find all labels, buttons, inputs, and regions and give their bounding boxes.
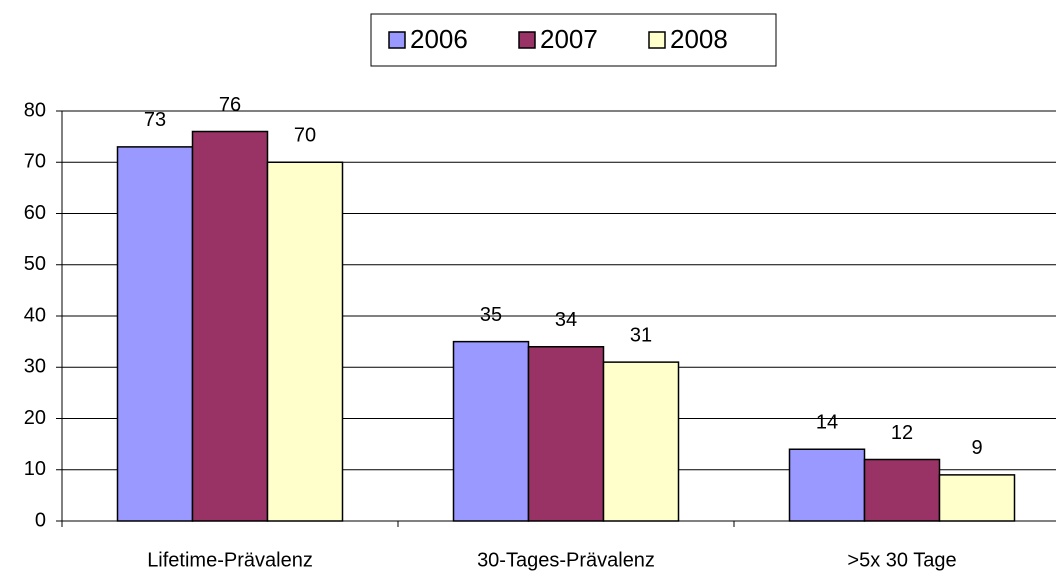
data-label: 35: [480, 304, 502, 326]
legend-swatch: [388, 31, 406, 49]
y-tick-label: 20: [24, 407, 46, 429]
y-tick-label: 60: [24, 202, 46, 224]
y-tick-label: 80: [24, 99, 46, 121]
data-label: 70: [294, 125, 316, 147]
legend-label: 2007: [540, 24, 598, 54]
bar: [788, 448, 866, 522]
y-tick-label: 40: [24, 304, 46, 326]
bar: [938, 474, 1016, 522]
data-label: 73: [144, 109, 166, 131]
legend-swatch: [518, 31, 536, 49]
legend-swatch: [648, 31, 666, 49]
bar: [452, 340, 530, 522]
bar: [602, 361, 680, 522]
bar: [266, 161, 344, 522]
y-tick-label: 10: [24, 458, 46, 480]
legend-label: 2006: [410, 24, 468, 54]
y-tick-label: 70: [24, 151, 46, 173]
legend-box: [370, 13, 777, 67]
x-tick-label: Lifetime-Prävalenz: [147, 549, 313, 571]
data-label: 9: [971, 437, 982, 459]
bar: [527, 346, 605, 522]
bar: [191, 130, 269, 522]
data-label: 31: [630, 324, 652, 346]
data-label: 76: [219, 94, 241, 116]
data-label: 14: [816, 412, 838, 434]
y-tick-label: 30: [24, 356, 46, 378]
bar: [116, 146, 194, 522]
data-label: 12: [891, 422, 913, 444]
x-tick-label: >5x 30 Tage: [847, 549, 956, 571]
x-tick-label: 30-Tages-Prävalenz: [477, 549, 655, 571]
data-label: 34: [555, 309, 577, 331]
bar: [863, 458, 941, 522]
y-tick-label: 0: [35, 509, 46, 531]
y-tick-label: 50: [24, 253, 46, 275]
legend-label: 2008: [670, 24, 728, 54]
